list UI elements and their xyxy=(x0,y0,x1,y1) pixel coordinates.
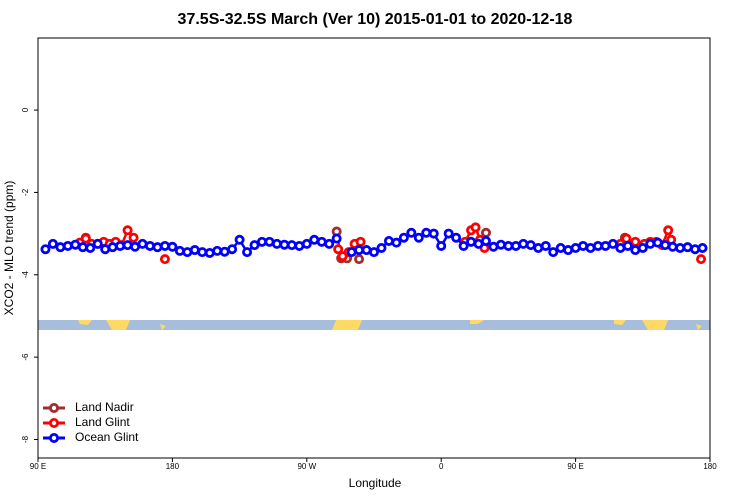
y-tick-label: 0 xyxy=(21,107,30,112)
point xyxy=(451,232,462,243)
point xyxy=(92,238,103,249)
point xyxy=(663,225,674,236)
point xyxy=(249,240,260,251)
land xyxy=(106,320,130,330)
point xyxy=(548,247,559,258)
point xyxy=(436,240,447,251)
point xyxy=(85,242,96,253)
point xyxy=(77,242,88,253)
point xyxy=(383,235,394,246)
y-tick-label: -8 xyxy=(21,435,30,443)
point xyxy=(324,238,335,249)
y-tick-label: -2 xyxy=(21,188,30,196)
x-tick-label: 180 xyxy=(703,462,717,471)
point xyxy=(406,227,417,238)
point xyxy=(518,238,529,249)
x-tick-label: 0 xyxy=(439,462,444,471)
point xyxy=(622,240,633,251)
land xyxy=(160,324,166,330)
plot-frame xyxy=(37,37,711,459)
point xyxy=(122,225,133,236)
point xyxy=(159,254,170,265)
point xyxy=(301,238,312,249)
point xyxy=(637,242,648,253)
point xyxy=(540,240,551,251)
point xyxy=(174,245,185,256)
point xyxy=(398,232,409,243)
point xyxy=(480,227,491,238)
point xyxy=(391,237,402,248)
point xyxy=(480,235,491,246)
point xyxy=(115,240,126,251)
point xyxy=(413,232,424,243)
y-tick-label: -6 xyxy=(21,353,30,361)
point xyxy=(630,236,641,247)
map-strip xyxy=(38,320,710,330)
x-tick-label: 90 E xyxy=(30,462,46,471)
point xyxy=(122,240,133,251)
y-tick-label: -4 xyxy=(21,271,30,279)
point xyxy=(152,242,163,253)
point xyxy=(227,244,238,255)
land xyxy=(332,320,362,330)
point xyxy=(333,244,344,255)
point xyxy=(354,254,365,265)
land xyxy=(696,324,702,330)
y-axis-label: XCO2 - MLO trend (ppm) xyxy=(2,181,16,316)
legend-label: Land Glint xyxy=(75,415,130,429)
land xyxy=(78,320,92,325)
land xyxy=(642,320,668,330)
x-tick-label: 90 W xyxy=(297,462,316,471)
legend-marker xyxy=(49,402,60,413)
point xyxy=(212,245,223,256)
legend-marker xyxy=(49,417,60,428)
point xyxy=(107,242,118,253)
point xyxy=(159,240,170,251)
ocean-band xyxy=(38,320,710,330)
point xyxy=(495,239,506,250)
point xyxy=(80,233,91,244)
x-axis-label: Longitude xyxy=(349,476,402,490)
point xyxy=(690,244,701,255)
legend-label: Land Nadir xyxy=(75,400,134,414)
point xyxy=(47,238,58,249)
point xyxy=(645,238,656,249)
point xyxy=(197,247,208,258)
point xyxy=(697,242,708,253)
point xyxy=(443,228,454,239)
point xyxy=(660,240,671,251)
x-tick-label: 180 xyxy=(166,462,180,471)
point xyxy=(242,247,253,258)
point xyxy=(376,242,387,253)
point xyxy=(368,247,379,258)
point xyxy=(421,227,432,238)
land xyxy=(614,320,626,325)
point xyxy=(696,254,707,265)
legend-marker xyxy=(49,432,60,443)
point xyxy=(271,238,282,249)
point xyxy=(40,244,51,255)
point xyxy=(428,228,439,239)
legend-label: Ocean Glint xyxy=(75,430,139,444)
point xyxy=(234,234,245,245)
point xyxy=(167,241,178,252)
point xyxy=(355,236,366,247)
point xyxy=(458,240,469,251)
point xyxy=(144,240,155,251)
point xyxy=(607,238,618,249)
land xyxy=(470,320,484,324)
point xyxy=(675,242,686,253)
point xyxy=(62,240,73,251)
point xyxy=(55,242,66,253)
chart-title: 37.5S-32.5S March (Ver 10) 2015-01-01 to… xyxy=(178,11,573,28)
x-tick-label: 90 E xyxy=(567,462,583,471)
point xyxy=(128,232,139,243)
point xyxy=(470,222,481,233)
point xyxy=(667,241,678,252)
point xyxy=(286,240,297,251)
point xyxy=(331,233,342,244)
